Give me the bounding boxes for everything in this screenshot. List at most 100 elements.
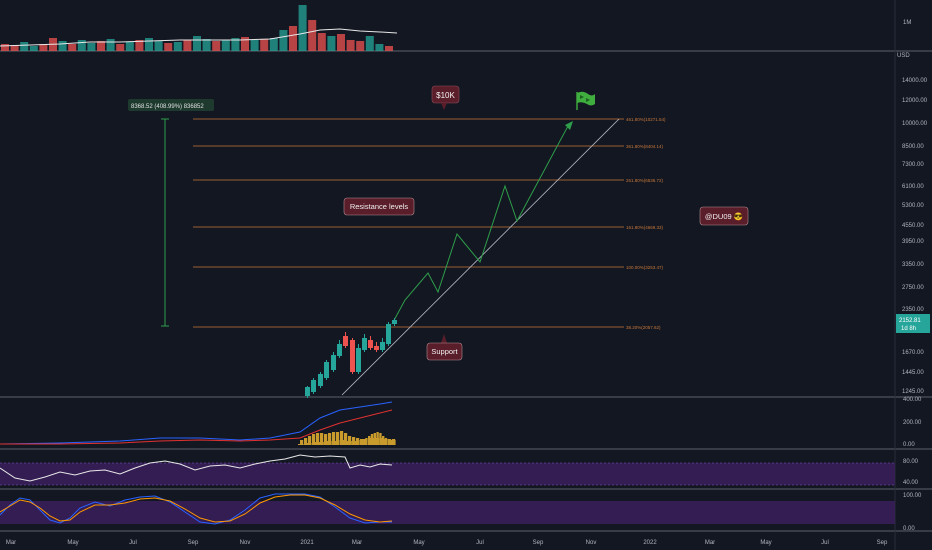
stoch-d xyxy=(0,494,393,523)
price-axis-label: 3350.00 xyxy=(902,262,924,268)
volume-bar xyxy=(1,44,9,51)
histogram-bar xyxy=(316,433,320,445)
support-bubble-label: Support xyxy=(431,347,458,356)
fib-extension[interactable]: 461.80%(10271.54) 361.80%(8404.14) 261.8… xyxy=(193,117,666,330)
time-axis-label: May xyxy=(67,540,78,546)
current-price-tag: 2152.81 1d 8h xyxy=(896,314,930,333)
volume-bar xyxy=(289,26,297,51)
histogram-bar xyxy=(308,436,312,445)
time-axis-label: Mar xyxy=(352,540,362,546)
volume-bar xyxy=(221,40,230,51)
price-axis[interactable]: 14000.00 12000.00 10000.00 8500.00 7300.00 61… xyxy=(902,78,928,395)
pane2-axis-label: 40.00 xyxy=(903,480,919,486)
volume-bar xyxy=(317,33,326,51)
pane3-axis-label: 0.00 xyxy=(903,526,915,532)
stoch-band xyxy=(0,501,895,524)
volume-bar xyxy=(279,30,288,51)
histogram-bar xyxy=(364,439,368,445)
volume-bar xyxy=(10,45,19,51)
volume-bar xyxy=(269,38,278,51)
histogram-bar xyxy=(336,432,340,445)
time-axis-label: Nov xyxy=(586,540,597,546)
volume-bar xyxy=(298,5,307,51)
histogram-bar xyxy=(306,443,309,445)
time-axis-label: Jul xyxy=(129,540,137,546)
pane1-axis-label: 200.00 xyxy=(903,420,922,426)
author-bubble[interactable]: @DU09 😎 xyxy=(699,206,749,226)
histogram-bar xyxy=(332,432,336,445)
volume-bar xyxy=(385,46,393,51)
histogram-bar xyxy=(380,438,384,445)
pane1-axis-label: 0.00 xyxy=(903,442,915,448)
time-axis[interactable]: Mar May Jul Sep Nov 2021 Mar May Jul Sep Nov 2022 Ma… xyxy=(6,540,888,546)
candle-body xyxy=(374,346,379,350)
volume-bar xyxy=(154,41,163,51)
volume-bar xyxy=(39,44,48,51)
volume-bar xyxy=(250,40,259,51)
price-axis-label: 5300.00 xyxy=(902,203,924,209)
measure-label-bg xyxy=(128,99,214,111)
fib-label: 361.80%(8404.14) xyxy=(626,144,664,149)
histogram-bar xyxy=(352,437,356,445)
candle-body xyxy=(337,344,342,356)
fib-label: 261.80%(6536.72) xyxy=(626,178,664,183)
time-axis-label: Jul xyxy=(476,540,484,546)
volume-bar xyxy=(202,39,211,51)
price-axis-currency: USD xyxy=(897,53,910,59)
indicator-histogram xyxy=(298,431,396,445)
countdown: 1d 8h xyxy=(901,326,916,332)
volume-bar xyxy=(346,40,355,51)
price-axis-label: 6100.00 xyxy=(902,184,924,190)
target-bubble[interactable]: $10K xyxy=(431,85,460,110)
price-axis-label: 10000.00 xyxy=(902,121,928,127)
histogram-bar xyxy=(320,433,324,445)
volume-bar xyxy=(212,41,221,51)
volume-bar xyxy=(106,39,115,51)
volume-bar xyxy=(308,20,317,51)
candle-body xyxy=(350,340,355,372)
histogram-bar xyxy=(356,438,360,445)
time-axis-label: May xyxy=(413,540,424,546)
time-axis-label: Nov xyxy=(240,540,251,546)
histogram-bar xyxy=(298,444,301,445)
histogram-bar xyxy=(372,438,376,445)
histogram-bar xyxy=(368,438,372,445)
volume-bar xyxy=(173,42,182,51)
measure-label: 8368.52 (408.99%) 836852 xyxy=(131,104,204,110)
candle-body xyxy=(318,374,323,386)
indicator-line-red xyxy=(0,409,393,445)
volume-bar xyxy=(375,44,384,51)
volume-bar xyxy=(125,42,134,51)
target-bubble-label: $10K xyxy=(436,91,455,100)
resistance-bubble-label: Resistance levels xyxy=(350,202,409,211)
volume-bar xyxy=(231,38,240,51)
time-axis-label: Jul xyxy=(821,540,829,546)
indicator-line-blue xyxy=(0,401,393,445)
price-axis-label: 2750.00 xyxy=(902,285,924,291)
pane3-axis-label: 100.00 xyxy=(903,493,922,499)
support-bubble[interactable]: Support xyxy=(426,334,463,361)
time-axis-label: Sep xyxy=(877,540,888,546)
volume-bar xyxy=(327,36,336,51)
volume-bar xyxy=(68,44,77,51)
resistance-bubble[interactable]: Resistance levels xyxy=(343,197,415,216)
histogram-bar xyxy=(384,439,388,445)
histogram-bar xyxy=(304,438,308,445)
candle-body xyxy=(362,338,367,350)
trend-line[interactable] xyxy=(341,118,620,396)
price-axis-label: 12000.00 xyxy=(902,98,928,104)
histogram-bar xyxy=(344,433,348,445)
time-axis-label: Sep xyxy=(533,540,544,546)
candlesticks xyxy=(305,318,397,398)
price-axis-label: 14000.00 xyxy=(902,78,928,84)
volume-bar xyxy=(145,38,153,51)
histogram-bar xyxy=(348,436,352,445)
time-axis-label: Mar xyxy=(6,540,16,546)
price-axis-label: 1245.00 xyxy=(902,389,924,395)
histogram-bar xyxy=(390,440,393,445)
volume-bar xyxy=(164,43,173,51)
projection-path[interactable] xyxy=(391,125,569,325)
volume-bars xyxy=(1,5,393,51)
